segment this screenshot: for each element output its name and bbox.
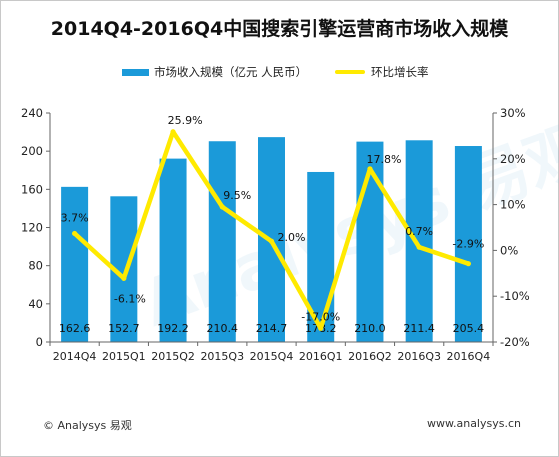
y-right-tick-label: 20% <box>500 152 526 166</box>
bar-value-label: 192.2 <box>157 322 189 335</box>
growth-value-label: 0.7% <box>405 225 433 238</box>
growth-point <box>268 238 275 244</box>
legend-swatch-bar <box>122 68 149 76</box>
bar-value-label: 205.4 <box>453 322 485 335</box>
bar <box>405 140 433 342</box>
growth-value-label: 2.0% <box>278 231 306 244</box>
y-left-tick-label: 160 <box>21 182 43 196</box>
bar-value-label: 211.4 <box>403 322 435 335</box>
x-tick-label: 2015Q3 <box>200 350 244 363</box>
growth-value-label: 25.9% <box>168 114 203 127</box>
bar-value-label: 162.6 <box>59 322 91 335</box>
growth-point <box>318 325 324 331</box>
x-tick-label: 2016Q2 <box>348 350 392 363</box>
growth-point <box>219 204 225 210</box>
x-tick-label: 2015Q1 <box>102 350 146 363</box>
bar <box>208 141 236 342</box>
y-left-tick-label: 80 <box>28 259 43 273</box>
growth-point <box>416 244 422 250</box>
y-left-tick-label: 0 <box>36 335 43 349</box>
bar <box>454 146 482 342</box>
bar <box>61 186 89 342</box>
y-right-tick-label: 30% <box>500 106 526 120</box>
legend-label-growth: 环比增长率 <box>371 65 429 79</box>
bar-value-label: 152.7 <box>108 322 140 335</box>
legend-label-revenue: 市场收入规模（亿元 人民币） <box>154 65 308 79</box>
legend: 市场收入规模（亿元 人民币） 环比增长率 <box>0 64 559 84</box>
legend-item-growth: 环比增长率 <box>335 64 429 80</box>
growth-value-label: 9.5% <box>223 189 251 202</box>
growth-value-label: 3.7% <box>61 211 89 224</box>
chart-title: 2014Q4-2016Q4中国搜索引擎运营商市场收入规模 <box>50 18 509 40</box>
y-right-tick-label: 10% <box>500 198 526 212</box>
growth-point <box>121 275 127 281</box>
x-tick-label: 2016Q3 <box>397 350 441 363</box>
growth-value-label: -6.1% <box>114 292 146 305</box>
growth-point <box>367 166 373 172</box>
bar-value-label: 214.7 <box>256 322 288 335</box>
bar <box>159 158 187 342</box>
footer-website[interactable]: www.analysys.cn <box>427 417 521 430</box>
y-left-tick-label: 240 <box>21 106 43 120</box>
x-tick-label: 2016Q1 <box>299 350 343 363</box>
y-left-tick-label: 120 <box>21 221 43 235</box>
bar-value-label: 210.0 <box>354 322 386 335</box>
x-tick-label: 2015Q4 <box>250 350 294 363</box>
legend-item-revenue: 市场收入规模（亿元 人民币） <box>122 64 307 80</box>
growth-point <box>170 129 176 135</box>
growth-value-label: 17.8% <box>366 153 401 166</box>
bar-value-label: 210.4 <box>207 322 239 335</box>
x-tick-label: 2015Q2 <box>151 350 195 363</box>
growth-point <box>465 261 471 267</box>
legend-swatch-line <box>335 70 365 74</box>
footer-copyright: © Analysys 易观 <box>43 419 132 432</box>
growth-value-label: -17.0% <box>301 310 340 323</box>
growth-point <box>72 230 78 237</box>
y-right-tick-label: -20% <box>500 335 530 349</box>
growth-value-label: -2.9% <box>452 238 484 251</box>
y-right-tick-label: 0% <box>500 243 518 257</box>
y-left-tick-label: 200 <box>21 144 43 158</box>
x-tick-label: 2016Q4 <box>447 350 491 363</box>
x-tick-label: 2014Q4 <box>53 350 97 363</box>
y-left-tick-label: 40 <box>28 297 43 311</box>
y-right-tick-label: -10% <box>500 289 530 303</box>
